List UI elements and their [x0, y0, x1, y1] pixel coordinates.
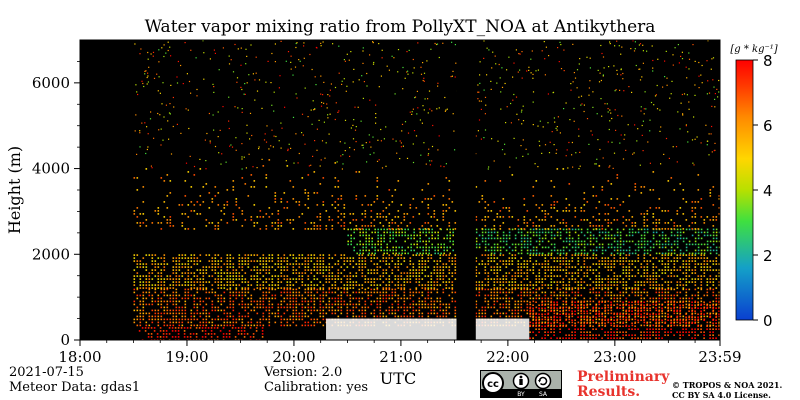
colorbar-tick-label-0: 0: [763, 312, 773, 330]
mixing-ratio-field: [133, 40, 720, 340]
version-label: Version: 2.0: [264, 365, 343, 380]
high-altitude-noise: [134, 40, 720, 170]
chart-title: Water vapor mixing ratio from PollyXT_NO…: [144, 17, 656, 37]
by-label: BY: [517, 391, 525, 398]
copyright-line-1: © TROPOS & NOA 2021.: [672, 380, 783, 390]
preliminary-results-label: Preliminary Results.: [577, 369, 670, 400]
colorbar-label: [g * kg⁻¹]: [730, 44, 777, 55]
x-tick-label-2: 20:00: [272, 348, 315, 366]
colorbar-tick-label-3: 6: [763, 117, 773, 135]
cc-by-sa-badge[interactable]: cc BY SA: [480, 370, 562, 398]
creative-commons-icon: cc: [482, 372, 504, 394]
x-tick-label-3: 21:00: [379, 348, 422, 366]
meteor-data-label: Meteor Data: gdas1: [9, 380, 141, 395]
date-label: 2021-07-15: [9, 365, 84, 380]
y-tick-label-2: 4000: [32, 160, 70, 178]
x-axis-label: UTC: [380, 369, 416, 388]
no-data-gaps: [80, 40, 476, 340]
x-tick-label-4: 22:00: [486, 348, 529, 366]
x-tick-label-5: 23:00: [593, 348, 636, 366]
colorbar: 0 2 4 6 8 [g * kg⁻¹]: [730, 44, 777, 330]
sa-label: SA: [539, 391, 548, 398]
field-region-4: [347, 228, 454, 255]
copyright-note: © TROPOS & NOA 2021. CC BY SA 4.0 Licens…: [672, 380, 782, 400]
field-region-2: [133, 288, 720, 327]
calibration-label: Calibration: yes: [264, 380, 369, 395]
colorbar-gradient: [735, 59, 754, 321]
attribution-person-icon: [512, 372, 530, 390]
no-data-gap-1: [456, 40, 476, 340]
colorbar-ticks: 0 2 4 6 8: [753, 52, 773, 330]
x-tick-label-1: 19:00: [165, 348, 208, 366]
colorbar-tick-label-2: 4: [763, 182, 773, 200]
share-alike-icon: [534, 372, 552, 390]
x-tick-label-0: 18:00: [58, 348, 101, 366]
surface-clear-region: [326, 318, 530, 340]
y-tick-label-3: 6000: [32, 74, 70, 92]
y-tick-label-0: 0: [60, 331, 70, 349]
copyright-line-2: CC BY SA 4.0 License.: [672, 390, 771, 400]
field-region-6: [133, 159, 720, 230]
y-axis: 0 2000 4000 6000: [32, 61, 80, 349]
no-data-gap-0: [80, 40, 134, 340]
plot-background: [80, 40, 720, 340]
colorbar-tick-label-1: 2: [763, 247, 773, 265]
x-tick-label-6: 23:59: [698, 348, 741, 366]
colorbar-tick-label-4: 8: [763, 52, 773, 70]
y-axis-label: Height (m): [5, 146, 24, 234]
x-axis: 18:00 19:00 20:00 21:00 22:00 23:00 23:59: [58, 340, 742, 366]
y-tick-label-1: 2000: [32, 245, 70, 263]
